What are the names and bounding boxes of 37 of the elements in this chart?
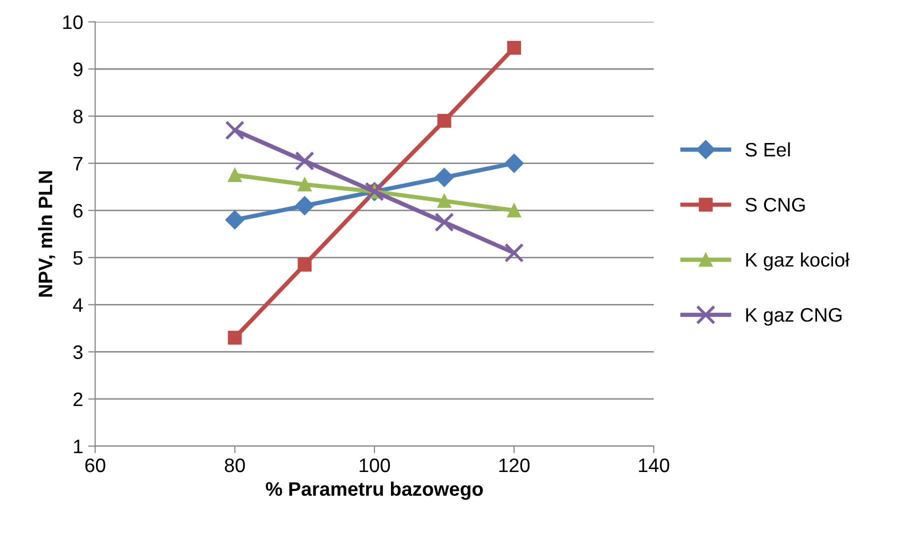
y-tick-label: 4 [73,298,83,312]
y-tick-label: 2 [74,392,82,406]
point [437,114,452,128]
point [504,243,524,263]
point [507,40,522,55]
point [507,203,522,218]
x-tick-label: 120 [499,458,530,472]
point [298,258,312,272]
y-tick-label: 7 [74,156,82,170]
point [434,168,454,187]
point [298,178,312,192]
y-tick-label: 1 [74,440,82,454]
legend-label: S Eel [746,142,790,157]
y-tick-label: 5 [73,251,83,265]
point [225,210,244,230]
point [434,212,454,232]
legend-label: S CNG [746,198,805,212]
point [294,151,314,171]
point [437,194,452,208]
y-tick-label: 10 [63,15,83,30]
x-tick-label: 80 [224,458,245,472]
point [228,330,242,345]
legend-label: K gaz kocioł [746,252,850,271]
point [504,154,524,173]
y-tick-label: 6 [74,204,83,218]
y-axis-title: NPV, mln PLN [38,171,56,297]
legend-label: K gaz CNG [746,308,842,326]
x-tick-label: 140 [639,458,670,472]
x-tick-label: 100 [360,458,390,472]
y-tick-label: 3 [73,345,83,360]
point [228,168,242,182]
point [225,120,245,140]
y-tick-label: 9 [73,62,82,76]
y-tick-label: 8 [73,110,83,124]
point [295,196,314,216]
x-axis-title: % Parametru bazowego [266,482,483,500]
x-tick-label: 60 [85,458,106,472]
